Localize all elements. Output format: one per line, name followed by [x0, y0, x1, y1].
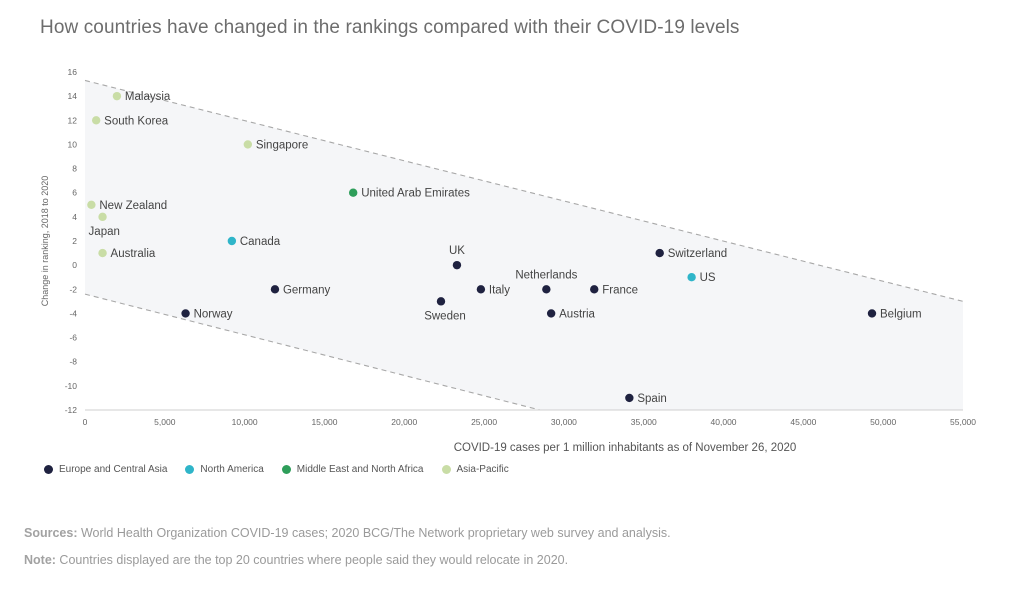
point-label-malaysia: Malaysia: [125, 91, 171, 103]
point-singapore: [243, 140, 253, 149]
x-tick-label: 50,000: [870, 417, 896, 427]
legend-item: Europe and Central Asia: [44, 464, 167, 475]
legend-label: Europe and Central Asia: [59, 464, 168, 475]
point-label-south-korea: South Korea: [104, 115, 169, 127]
x-tick-label: 55,000: [950, 417, 976, 427]
y-tick-label: 12: [68, 115, 78, 125]
point-germany: [270, 285, 280, 294]
point-label-italy: Italy: [489, 284, 510, 296]
point-label-united-arab-emirates: United Arab Emirates: [361, 188, 470, 200]
legend-swatch: [44, 465, 53, 474]
point-south-korea: [91, 116, 101, 125]
point-us: [687, 273, 696, 282]
y-tick-label: -12: [65, 405, 78, 415]
legend-label: Asia-Pacific: [456, 464, 509, 475]
point-italy: [476, 285, 486, 294]
y-tick-label: -8: [69, 357, 77, 367]
x-tick-label: 10,000: [232, 417, 258, 427]
y-tick-label: -4: [69, 308, 77, 318]
point-label-singapore: Singapore: [256, 139, 308, 151]
point-label-us: US: [700, 272, 716, 284]
y-tick-label: 6: [72, 188, 77, 198]
y-tick-label: 2: [72, 236, 77, 246]
point-label-sweden: Sweden: [424, 310, 466, 322]
x-tick-label: 0: [83, 417, 88, 427]
x-tick-label: 30,000: [551, 417, 577, 427]
point-austria: [546, 309, 556, 318]
footer-sources: Sources: World Health Organization COVID…: [24, 526, 671, 540]
axes: 0 5,000 10,000 15,000 20,000 25,000 30,000 35,0…: [65, 67, 977, 427]
y-axis-title: Change in ranking, 2018 to 2020: [40, 176, 50, 307]
point-canada: [227, 236, 237, 246]
point-label-france: France: [602, 284, 638, 296]
y-tick-label: 8: [72, 164, 77, 174]
point-label-japan: Japan: [89, 226, 120, 238]
legend-swatch: [441, 465, 451, 474]
sources-text: World Health Organization COVID-19 cases…: [77, 526, 671, 540]
y-tick-label: 4: [72, 212, 77, 222]
footer-note: Note: Countries displayed are the top 20…: [24, 553, 568, 567]
chart-title: How countries have changed in the rankin…: [40, 17, 740, 38]
point-belgium: [867, 309, 877, 318]
point-label-norway: Norway: [194, 308, 233, 320]
legend: Europe and Central Asia North America Midd…: [44, 464, 509, 475]
point-spain: [625, 393, 634, 403]
x-tick-label: 35,000: [631, 417, 657, 427]
legend-item: Middle East and North Africa: [281, 464, 424, 475]
point-new-zealand: [87, 200, 96, 209]
point-australia: [98, 248, 107, 258]
x-tick-label: 25,000: [471, 417, 497, 427]
point-label-netherlands: Netherlands: [515, 269, 577, 281]
point-united-arab-emirates: [348, 188, 358, 197]
note-label: Note:: [24, 553, 56, 567]
point-switzerland: [655, 248, 664, 258]
point-label-switzerland: Switzerland: [668, 248, 727, 260]
point-sweden: [436, 297, 446, 306]
legend-label: Middle East and North Africa: [296, 464, 424, 475]
legend-item: Asia-Pacific: [441, 464, 509, 475]
point-label-austria: Austria: [559, 308, 595, 320]
point-label-spain: Spain: [637, 393, 666, 405]
y-tick-label: 14: [68, 91, 78, 101]
x-tick-label: 45,000: [790, 417, 816, 427]
point-uk: [452, 260, 462, 270]
point-norway: [181, 309, 190, 318]
point-label-canada: Canada: [240, 236, 281, 248]
legend-label: North America: [200, 464, 264, 475]
point-label-germany: Germany: [283, 284, 331, 296]
sources-label: Sources:: [24, 526, 78, 540]
legend-swatch: [185, 465, 195, 474]
point-label-uk: UK: [449, 245, 465, 257]
point-france: [590, 285, 599, 294]
y-tick-label: 16: [68, 67, 78, 77]
point-malaysia: [112, 91, 122, 101]
band-upper-line: [84, 79, 964, 302]
x-tick-label: 40,000: [711, 417, 737, 427]
y-tick-label: 0: [72, 260, 77, 270]
x-tick-label: 15,000: [311, 417, 337, 427]
band-fill: [85, 80, 963, 410]
legend-item: North America: [185, 464, 264, 475]
y-tick-label: -6: [69, 333, 77, 343]
point-label-belgium: Belgium: [880, 308, 922, 320]
y-tick-label: 10: [68, 139, 78, 149]
x-axis-title: COVID-19 cases per 1 million inhabitants…: [454, 442, 797, 454]
point-label-australia: Australia: [111, 248, 156, 260]
y-tick-label: -2: [69, 284, 77, 294]
legend-swatch: [281, 465, 291, 474]
note-text: Countries displayed are the top 20 count…: [55, 553, 569, 567]
x-tick-label: 5,000: [154, 417, 176, 427]
point-netherlands: [542, 285, 551, 294]
data-points: Malaysia South Korea Singapore New Zealand J…: [87, 91, 922, 405]
band-lower-line: [84, 293, 541, 411]
x-tick-label: 20,000: [391, 417, 417, 427]
point-label-new-zealand: New Zealand: [99, 200, 167, 212]
highlight-band: [84, 79, 964, 411]
y-tick-label: -10: [65, 381, 78, 391]
point-japan: [98, 212, 107, 222]
